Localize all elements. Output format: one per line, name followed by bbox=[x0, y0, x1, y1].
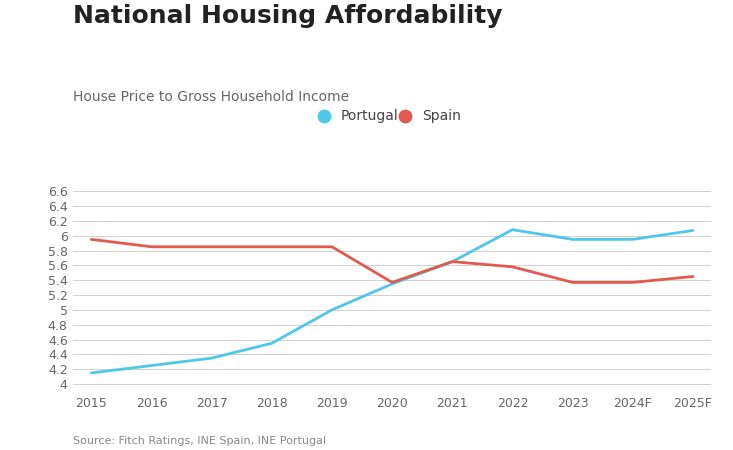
Spain bbox=[508, 264, 517, 270]
Spain bbox=[147, 244, 156, 249]
Portugal bbox=[388, 281, 397, 287]
Portugal bbox=[688, 228, 697, 233]
Spain bbox=[688, 274, 697, 279]
Portugal bbox=[147, 363, 156, 368]
Portugal bbox=[87, 370, 96, 376]
Spain bbox=[87, 237, 96, 242]
Spain bbox=[268, 244, 276, 249]
Spain bbox=[328, 244, 336, 249]
Portugal bbox=[628, 237, 637, 242]
Line: Portugal: Portugal bbox=[92, 230, 693, 373]
Text: Source: Fitch Ratings, INE Spain, INE Portugal: Source: Fitch Ratings, INE Spain, INE Po… bbox=[73, 436, 326, 446]
Spain bbox=[628, 280, 637, 285]
Legend: Portugal, Spain: Portugal, Spain bbox=[324, 109, 460, 123]
Text: National Housing Affordability: National Housing Affordability bbox=[73, 4, 503, 28]
Spain bbox=[568, 280, 577, 285]
Spain bbox=[207, 244, 216, 249]
Text: House Price to Gross Household Income: House Price to Gross Household Income bbox=[73, 90, 350, 104]
Portugal bbox=[568, 237, 577, 242]
Portugal bbox=[268, 341, 276, 346]
Spain bbox=[448, 259, 457, 264]
Line: Spain: Spain bbox=[92, 239, 693, 283]
Portugal bbox=[207, 356, 216, 361]
Portugal bbox=[508, 227, 517, 232]
Spain bbox=[388, 280, 397, 285]
Portugal bbox=[328, 307, 336, 313]
Portugal bbox=[448, 259, 457, 264]
